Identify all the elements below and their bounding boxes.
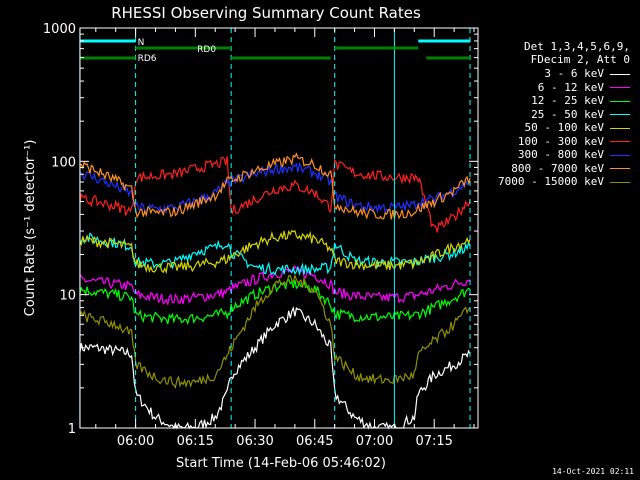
legend-item: 6 - 12 keV (538, 81, 630, 94)
x-tick-label: 07:15 (415, 434, 452, 449)
legend-swatch (610, 114, 630, 115)
legend-swatch (610, 168, 630, 169)
series-line-800-7000-keV (79, 152, 471, 220)
legend-swatch (610, 73, 630, 75)
legend-item: 100 - 300 keV (518, 135, 630, 148)
axes: 1 10 100 1000 06:00 06:15 06:30 06:45 07:00 07:15 (43, 22, 479, 449)
legend-item: 800 - 7000 keV (511, 162, 630, 175)
y-tick-label: 1 (68, 422, 76, 437)
legend-label: 12 - 25 keV (531, 94, 604, 107)
series-line-7000-15000-keV (79, 273, 471, 389)
y-tick-label: 10 (59, 289, 76, 304)
x-tick-label: 06:45 (296, 434, 333, 449)
legend-swatch (610, 141, 630, 142)
legend-label: 100 - 300 keV (517, 134, 604, 148)
legend-label: 300 - 800 keV (517, 148, 604, 161)
legend-item: 300 - 800 keV (518, 148, 630, 161)
legend-header: FDecim 2, Att 0 (530, 53, 630, 66)
y-tick-label: 1000 (43, 22, 76, 37)
legend-label: 50 - 100 keV (524, 121, 604, 134)
legend-item: 12 - 25 keV (531, 94, 630, 107)
legend-label: 7000 - 15000 keV (498, 175, 604, 188)
legend-swatch (610, 127, 630, 129)
series-line-100-300-keV (79, 156, 471, 233)
flag-label-rd0: RD0 (197, 45, 216, 55)
legend-swatch (610, 87, 630, 88)
x-tick-label: 07:00 (356, 434, 393, 449)
flag-label-n: N (138, 38, 145, 48)
flag-label-rd6: RD6 (138, 54, 157, 64)
x-axis-label: Start Time (14-Feb-06 05:46:02) (176, 456, 386, 471)
legend-label: 25 - 50 keV (531, 107, 604, 121)
legend-label: 3 - 6 keV (544, 67, 604, 80)
legend-label: 6 - 12 keV (537, 80, 604, 94)
legend-header: Det 1,3,4,5,6,9, (524, 40, 630, 53)
legend-swatch (610, 100, 630, 102)
series-line-300-800-keV (79, 161, 471, 215)
y-tick-label: 100 (51, 155, 76, 170)
legend-item: 50 - 100 keV (525, 121, 630, 134)
chart-title: RHESSI Observing Summary Count Rates (111, 4, 421, 22)
legend-swatch (610, 181, 630, 183)
x-tick-label: 06:00 (117, 434, 154, 449)
x-tick-label: 06:15 (177, 434, 214, 449)
legend-label: 800 - 7000 keV (511, 161, 604, 175)
legend-swatch (610, 154, 630, 156)
plot-frame (79, 27, 479, 429)
x-tick-label: 06:30 (236, 434, 273, 449)
series-line-3-6-keV (79, 306, 471, 430)
legend-item: 7000 - 15000 keV (498, 175, 630, 188)
footer-timestamp: 14-Oct-2021 02:11 (552, 467, 634, 476)
legend-item: 3 - 6 keV (544, 67, 630, 80)
series-line-50-100-keV (79, 229, 471, 275)
y-axis-label: Count Rate (s⁻¹ detector⁻¹) (23, 140, 38, 317)
legend-item: 25 - 50 keV (531, 108, 630, 121)
